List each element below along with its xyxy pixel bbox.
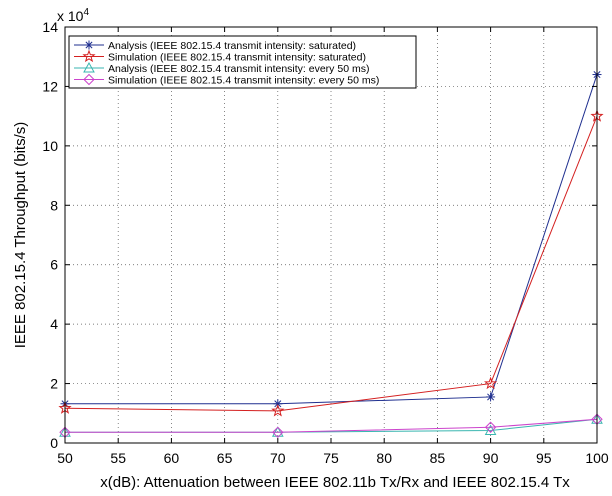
legend-box bbox=[68, 35, 417, 89]
grid bbox=[65, 27, 597, 443]
series-layer bbox=[58, 70, 604, 439]
data-point bbox=[271, 403, 285, 417]
y-tick-label: 12 bbox=[42, 78, 58, 94]
x-tick-label: 50 bbox=[57, 450, 73, 466]
series-1 bbox=[60, 70, 602, 409]
data-point bbox=[484, 376, 498, 390]
y-tick-label: 2 bbox=[50, 376, 58, 392]
x-tick-label: 75 bbox=[323, 450, 339, 466]
x-tick-label: 85 bbox=[430, 450, 446, 466]
data-point bbox=[273, 399, 283, 409]
y-tick-label: 6 bbox=[50, 257, 58, 273]
series-line bbox=[64, 115, 598, 412]
series-line bbox=[65, 418, 598, 433]
y-tick-label: 10 bbox=[42, 138, 58, 154]
data-point bbox=[486, 392, 496, 402]
data-point bbox=[272, 426, 284, 439]
y-axis-label: IEEE 802.15.4 Throughput (bits/s) bbox=[12, 122, 29, 349]
legend-item: Simulation (IEEE 802.15.4 transmit inten… bbox=[74, 49, 366, 63]
x-tick-label: 90 bbox=[483, 450, 499, 466]
legend: Analysis (IEEE 802.15.4 transmit intensi… bbox=[68, 35, 417, 89]
legend-label: Analysis (IEEE 802.15.4 transmit intensi… bbox=[108, 63, 369, 75]
series-line bbox=[65, 418, 598, 433]
x-tick-label: 55 bbox=[110, 450, 126, 466]
legend-label: Analysis (IEEE 802.15.4 transmit intensi… bbox=[108, 40, 356, 52]
y-tick-label: 0 bbox=[50, 435, 58, 451]
x-tick-label: 70 bbox=[270, 450, 286, 466]
x-tick-label: 65 bbox=[217, 450, 233, 466]
legend-item: Simulation (IEEE 802.15.4 transmit inten… bbox=[74, 73, 379, 86]
x-tick-label: 100 bbox=[585, 450, 609, 466]
legend-marker bbox=[83, 61, 95, 73]
y-axis-multiplier: x 104 bbox=[57, 7, 89, 24]
legend-item: Analysis (IEEE 802.15.4 transmit intensi… bbox=[74, 40, 356, 52]
legend-label: Simulation (IEEE 802.15.4 transmit inten… bbox=[108, 74, 379, 86]
series-4 bbox=[59, 413, 603, 439]
series-line bbox=[65, 74, 598, 405]
y-tick-label: 4 bbox=[50, 316, 58, 332]
x-tick-label: 60 bbox=[164, 450, 180, 466]
legend-marker bbox=[83, 73, 95, 86]
x-tick-label: 80 bbox=[376, 450, 392, 466]
x-axis-label: x(dB): Attenuation between IEEE 802.11b … bbox=[100, 474, 570, 491]
x-tick-label: 95 bbox=[536, 450, 552, 466]
y-tick-label: 14 bbox=[42, 19, 58, 35]
legend-marker bbox=[84, 40, 94, 50]
legend-label: Simulation (IEEE 802.15.4 transmit inten… bbox=[108, 51, 366, 63]
legend-marker bbox=[82, 49, 96, 63]
y-tick-label: 8 bbox=[50, 197, 58, 213]
legend-item: Analysis (IEEE 802.15.4 transmit intensi… bbox=[74, 61, 369, 75]
ticks: 50 55 60 65 70 75 80 85 90 95 100 0 2 4 6 8 10 12 14 bbox=[42, 19, 608, 466]
data-point bbox=[484, 421, 497, 433]
